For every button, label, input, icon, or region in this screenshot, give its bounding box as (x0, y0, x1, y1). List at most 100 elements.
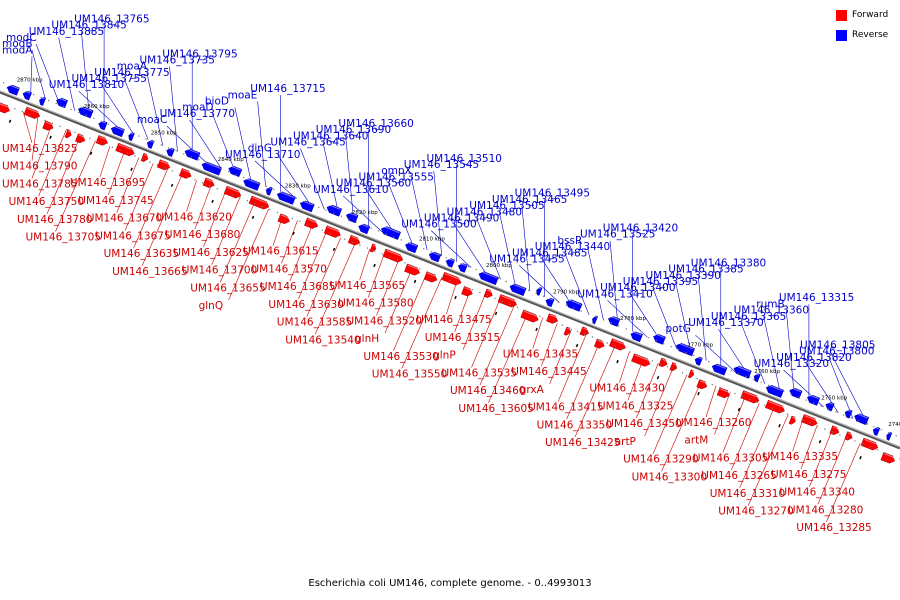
genome-backbone (0, 90, 900, 450)
forward-gene-label: UM146_13300 (632, 471, 707, 483)
label-leader (697, 275, 707, 361)
forward-feature (115, 142, 135, 157)
label-leader (519, 265, 560, 303)
minor-tick (325, 209, 327, 211)
minor-tick (460, 263, 462, 265)
reverse-feature (825, 401, 835, 412)
label-leader (166, 125, 208, 164)
label-leader (31, 50, 46, 100)
reverse-feature (265, 186, 273, 196)
reverse-gene-label: UM146_13805 (800, 340, 875, 352)
legend: Forward Reverse (836, 8, 892, 48)
minor-tick (126, 152, 129, 154)
label-leader (123, 78, 149, 140)
misc-feature (778, 424, 781, 428)
reverse-gene-label: UM146_13465 (492, 194, 567, 206)
reverse-gene-label: UM146_13645 (270, 137, 345, 149)
reverse-gene-label: UM146_13370 (688, 317, 763, 329)
forward-feature (0, 101, 10, 114)
forward-feature (880, 452, 896, 464)
minor-tick (134, 155, 136, 157)
minor-tick (138, 135, 140, 137)
minor-tick (696, 377, 699, 380)
minor-tick (693, 354, 695, 357)
minor-tick (569, 327, 571, 329)
minor-tick (550, 298, 552, 300)
minor-tick (576, 330, 579, 332)
minor-tick (344, 238, 346, 240)
minor-tick (741, 395, 744, 398)
reverse-gene-label: UM146_13455 (489, 254, 564, 266)
minor-tick (175, 150, 177, 152)
minor-tick (411, 265, 414, 267)
reverse-gene-label: UM146_13810 (49, 79, 124, 91)
minor-tick (385, 233, 387, 235)
misc-feature (656, 375, 660, 380)
label-leader (300, 148, 325, 210)
label-leader (433, 170, 443, 257)
reverse-feature (146, 139, 155, 149)
minor-tick (70, 108, 72, 111)
reverse-gene-label: UM146_13525 (580, 229, 655, 241)
forward-feature (788, 415, 796, 425)
minor-tick (479, 291, 481, 294)
forward-gene-label: glnP (433, 350, 456, 362)
reverse-feature (39, 97, 47, 106)
forward-gene-label: UM146_13565 (330, 280, 405, 292)
minor-tick (745, 375, 747, 378)
reverse-feature (6, 84, 20, 96)
minor-tick (201, 182, 204, 184)
misc-feature (170, 183, 174, 188)
minor-tick (753, 378, 755, 381)
label-leader (108, 151, 125, 196)
minor-tick (595, 316, 597, 318)
forward-gene-label: UM146_13570 (252, 263, 327, 275)
minor-tick (831, 431, 834, 433)
minor-tick (636, 354, 639, 356)
minor-tick (486, 294, 489, 297)
label-leader (607, 300, 648, 338)
forward-gene-label: UM146_13745 (78, 195, 153, 207)
minor-tick (6, 105, 9, 107)
label-leader (564, 252, 589, 315)
reverse-gene-label: UM146_13800 (799, 346, 874, 358)
label-leader (574, 345, 616, 438)
minor-tick (498, 277, 500, 280)
misc-feature (332, 247, 336, 252)
reverse-gene-label: UM146_13845 (51, 20, 126, 32)
forward-gene-label: UM146_13790 (2, 161, 77, 173)
reverse-gene-label: UM146_13320 (754, 358, 829, 370)
reverse-gene-label: UM146_13555 (359, 171, 434, 183)
minor-tick (648, 337, 650, 339)
minor-tick (625, 328, 627, 330)
misc-feature (211, 199, 214, 204)
label-leader (488, 311, 529, 403)
label-leader (786, 310, 795, 396)
label-leader (345, 136, 354, 222)
reverse-gene-label: ompX (381, 165, 412, 177)
minor-tick (78, 111, 80, 114)
forward-feature (248, 195, 270, 210)
minor-tick (539, 315, 541, 317)
minor-tick (543, 295, 545, 297)
forward-gene-label: UM146_13290 (623, 454, 698, 466)
reverse-gene-label: rumB (756, 298, 784, 310)
label-leader (705, 385, 717, 418)
reverse-feature (228, 165, 243, 178)
minor-tick (291, 217, 294, 220)
label-leader (257, 101, 266, 187)
label-leader (695, 334, 736, 373)
label-leader (747, 414, 789, 506)
forward-gene-label: UM146_13450 (606, 418, 681, 430)
reverse-feature (545, 297, 555, 308)
forward-gene-label: UM146_13520 (347, 315, 422, 327)
forward-gene-label: UM146_13335 (763, 451, 838, 463)
label-leader (189, 119, 222, 170)
forward-feature (156, 159, 171, 171)
label-leader (367, 254, 385, 298)
label-leader (376, 260, 399, 316)
reverse-gene-label: UM146_13315 (779, 292, 854, 304)
minor-tick (0, 102, 1, 104)
minor-tick (85, 114, 87, 117)
reverse-feature (381, 225, 401, 240)
